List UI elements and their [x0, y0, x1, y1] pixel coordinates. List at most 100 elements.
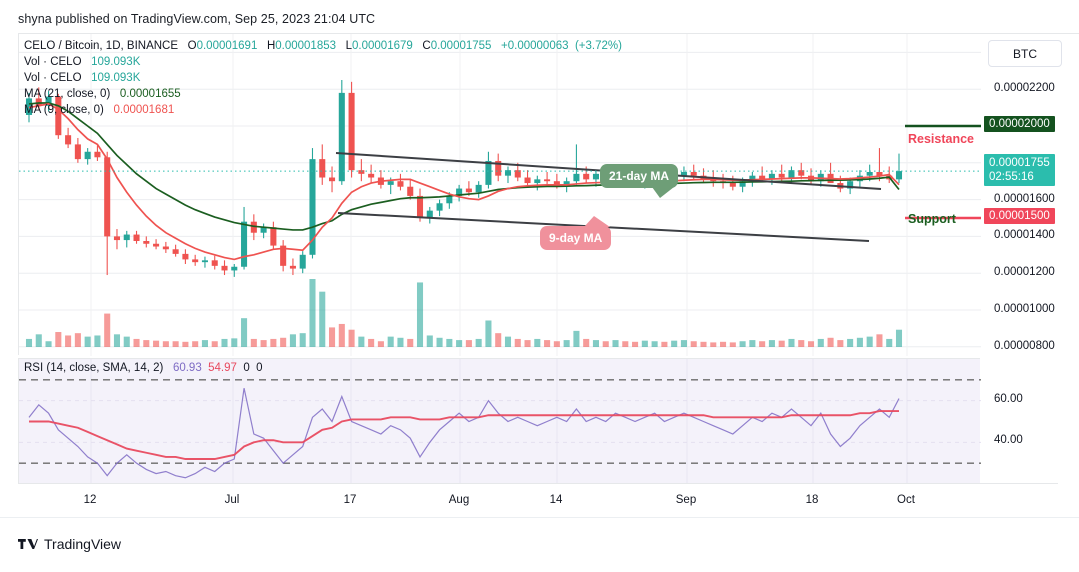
- callout-9-day-ma[interactable]: 9-day MA: [540, 216, 612, 250]
- callout-tail-icon: [652, 187, 674, 198]
- chart-legend: CELO / Bitcoin, 1D, BINANCE O0.00001691 …: [24, 38, 622, 118]
- volume-bar: [338, 323, 345, 347]
- rsi-extra-2: 0: [256, 362, 263, 374]
- ohlc-open-value: 0.00001691: [196, 40, 258, 52]
- candle-body: [74, 144, 81, 160]
- last-price-tag[interactable]: 0.00001755 02:55:16: [984, 154, 1055, 187]
- volume-series: [25, 279, 903, 347]
- volume-bar: [319, 291, 326, 347]
- candle-body: [289, 265, 296, 269]
- volume-label-2: Vol · CELO: [24, 72, 82, 84]
- price-pane[interactable]: [18, 33, 981, 356]
- callout-tail-icon: [584, 216, 610, 227]
- candle-body: [416, 195, 424, 218]
- time-tick-label: 17: [343, 494, 357, 506]
- price-tick-label: 0.00001200: [994, 266, 1055, 279]
- legend-ma21-row[interactable]: MA (21, close, 0) 0.00001655: [24, 86, 622, 102]
- rsi-tick-label: 60.00: [994, 392, 1023, 405]
- price-axis[interactable]: 0.000024000.000022000.000020000.00001800…: [980, 33, 1079, 355]
- volume-bar: [856, 337, 863, 347]
- candle-body: [25, 98, 33, 115]
- candle-body: [387, 181, 394, 185]
- candle-body: [798, 170, 805, 176]
- volume-bar: [514, 338, 521, 347]
- volume-bar: [632, 341, 639, 347]
- candle-body: [182, 253, 189, 260]
- volume-bar: [182, 341, 189, 347]
- tradingview-brand[interactable]: TradingView: [18, 536, 121, 552]
- price-tick-label: 0.00002200: [994, 82, 1055, 95]
- rsi-series-rsi: [28, 388, 900, 479]
- candle-body: [592, 173, 599, 180]
- volume-bar: [456, 340, 463, 347]
- candle-body: [788, 170, 795, 178]
- candle-body: [768, 173, 775, 180]
- volume-bar: [113, 334, 121, 347]
- tradingview-logo-icon: [18, 539, 38, 549]
- volume-bar: [201, 340, 208, 347]
- candle-body: [485, 160, 492, 185]
- legend-symbol: CELO / Bitcoin, 1D, BINANCE: [24, 40, 179, 52]
- volume-bar: [368, 338, 375, 347]
- ohlc-change: +0.00000063: [501, 40, 569, 52]
- volume-bar: [690, 341, 697, 347]
- rsi-axis[interactable]: 60.00 40.00: [980, 358, 1079, 483]
- time-tick-label: 14: [549, 494, 563, 506]
- volume-bar: [583, 338, 590, 347]
- legend-volume-row-2[interactable]: Vol · CELO 109.093K: [24, 70, 622, 86]
- candle-body: [495, 160, 502, 176]
- volume-bar: [680, 340, 687, 347]
- volume-bar: [592, 340, 599, 347]
- ohlc-open-label: O: [187, 40, 197, 52]
- time-tick-label: Sep: [675, 494, 697, 506]
- volume-bar: [123, 336, 130, 347]
- candle-body: [260, 227, 267, 233]
- volume-bar: [524, 340, 531, 347]
- candle-body: [397, 181, 404, 187]
- volume-bar: [485, 320, 492, 347]
- candle-body: [895, 171, 903, 180]
- candle-body: [710, 179, 717, 182]
- volume-bar: [162, 341, 169, 347]
- candle-body: [456, 188, 463, 196]
- ma9-label: MA (9, close, 0): [24, 104, 104, 116]
- volume-bar: [35, 334, 42, 347]
- ma9-value: 0.00001681: [113, 104, 175, 116]
- time-axis[interactable]: 12 Jul 17 Aug 14 Sep 18 Oct: [18, 483, 1058, 517]
- rsi-pane[interactable]: [18, 358, 981, 484]
- volume-bar: [84, 336, 91, 347]
- candle-body: [348, 92, 355, 171]
- last-price-value: 0.00001755: [989, 157, 1050, 170]
- candle-body: [544, 179, 551, 182]
- candle-body: [729, 183, 736, 187]
- rsi-legend[interactable]: RSI (14, close, SMA, 14, 2) 60.93 54.97 …: [24, 362, 263, 374]
- volume-bar: [671, 340, 678, 347]
- volume-bar: [133, 338, 140, 347]
- volume-value-1: 109.093K: [91, 56, 141, 68]
- legend-volume-row-1[interactable]: Vol · CELO 109.093K: [24, 54, 622, 70]
- price-tick-label: 0.00001000: [994, 303, 1055, 315]
- volume-bar: [807, 341, 815, 347]
- volume-bar: [231, 338, 238, 347]
- volume-bar: [211, 341, 218, 347]
- callout-21-day-ma[interactable]: 21-day MA: [600, 164, 679, 198]
- time-tick-label: Jul: [224, 494, 240, 506]
- candle-body: [680, 172, 687, 176]
- candle-body: [65, 135, 72, 145]
- volume-value-2: 109.093K: [91, 72, 141, 84]
- candle-body: [778, 173, 785, 178]
- currency-button[interactable]: BTC: [988, 40, 1062, 67]
- ma21-label: MA (21, close, 0): [24, 88, 111, 100]
- rsi-sma-value: 54.97: [208, 362, 237, 374]
- time-tick-label: 18: [805, 494, 819, 506]
- volume-bar: [729, 342, 736, 347]
- resistance-price-tag: 0.00002000: [984, 116, 1055, 132]
- legend-symbol-row[interactable]: CELO / Bitcoin, 1D, BINANCE O0.00001691 …: [24, 38, 622, 54]
- candle-body: [436, 203, 443, 211]
- volume-bar: [641, 340, 648, 347]
- volume-bar: [788, 338, 795, 347]
- candle-body: [299, 254, 306, 269]
- volume-bar: [329, 327, 336, 347]
- legend-ma9-row[interactable]: MA (9, close, 0) 0.00001681: [24, 102, 622, 118]
- candle-body: [475, 184, 482, 193]
